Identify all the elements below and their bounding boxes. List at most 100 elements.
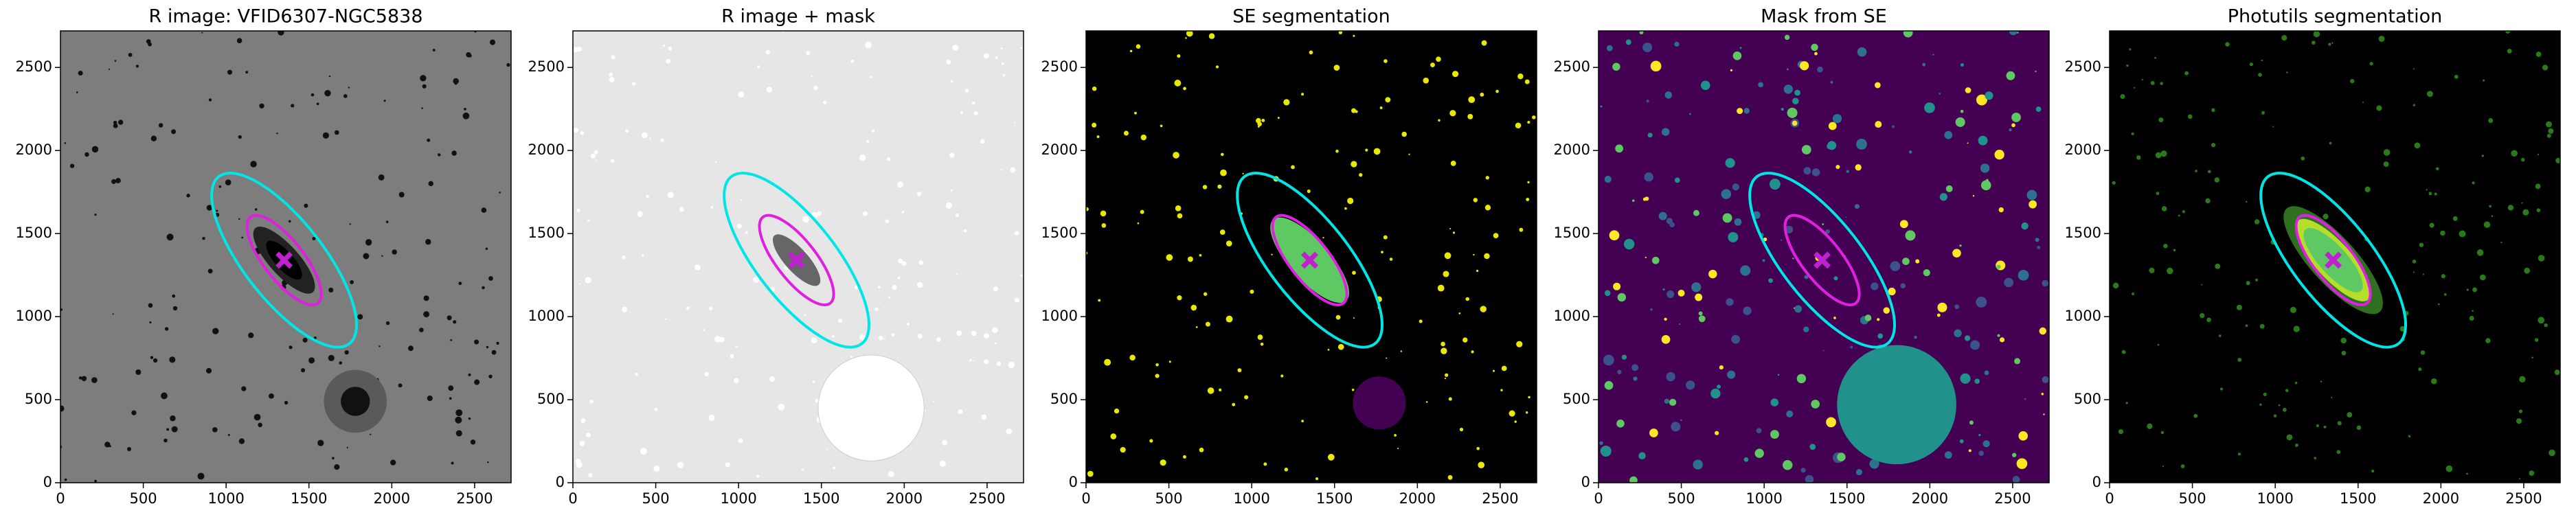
source <box>344 350 349 355</box>
source <box>1425 401 1428 403</box>
source <box>208 98 212 102</box>
source <box>2364 186 2371 192</box>
source <box>1857 47 1867 57</box>
source <box>1183 87 1186 91</box>
source <box>963 229 967 233</box>
source <box>654 407 658 411</box>
source <box>2531 356 2533 359</box>
source <box>2121 350 2126 354</box>
source <box>1732 183 1740 191</box>
source <box>635 373 638 376</box>
x-tick-label: 0 <box>56 490 65 507</box>
source <box>2420 350 2426 355</box>
source <box>2294 443 2298 447</box>
source <box>1763 237 1767 242</box>
source <box>1092 122 1097 128</box>
source <box>1915 259 1920 264</box>
source <box>1309 50 1313 55</box>
source <box>2026 190 2037 201</box>
source <box>1480 92 1484 97</box>
source <box>640 448 647 455</box>
source <box>850 356 853 358</box>
source <box>738 91 745 98</box>
source <box>622 306 628 312</box>
y-tick-label: 2000 <box>16 141 52 158</box>
source <box>1244 395 1249 400</box>
source <box>1890 261 1901 271</box>
source <box>897 276 901 279</box>
x-tick-label: 2500 <box>1994 490 2031 507</box>
source <box>1734 218 1742 226</box>
source <box>1160 124 1163 128</box>
source <box>2035 106 2042 112</box>
source <box>169 356 176 363</box>
source <box>2521 202 2523 204</box>
source <box>1014 122 1016 124</box>
source <box>769 376 775 382</box>
source <box>2112 282 2119 289</box>
source <box>632 82 636 86</box>
source <box>2536 208 2541 212</box>
source <box>1888 287 1896 296</box>
source <box>150 135 157 141</box>
source <box>2323 425 2327 428</box>
source <box>421 107 423 109</box>
source <box>1408 153 1410 155</box>
source <box>888 471 894 477</box>
source <box>1338 31 1343 34</box>
inner-ellipse <box>1271 214 1348 307</box>
source <box>2009 31 2018 36</box>
source <box>149 321 152 324</box>
source <box>1263 462 1267 466</box>
source <box>1140 134 1147 141</box>
source <box>2371 469 2375 473</box>
source <box>2408 435 2411 438</box>
outer-ellipse <box>1236 172 1383 349</box>
source <box>859 154 866 161</box>
source <box>2537 153 2540 156</box>
source <box>78 376 82 380</box>
source <box>2285 389 2289 392</box>
source <box>1642 42 1653 53</box>
source <box>466 52 471 58</box>
source <box>887 157 891 161</box>
source <box>2278 404 2281 407</box>
source <box>328 75 331 78</box>
source <box>1825 229 1830 234</box>
source <box>1114 408 1120 414</box>
source <box>2263 392 2267 396</box>
source <box>349 223 351 225</box>
source <box>148 303 153 308</box>
source <box>2035 70 2037 73</box>
source <box>1787 107 1798 118</box>
source <box>2129 48 2132 51</box>
source <box>1134 111 1137 115</box>
source <box>1383 59 1388 63</box>
source <box>1794 305 1803 313</box>
source <box>454 82 457 85</box>
segment-star <box>1837 345 1956 465</box>
source <box>1473 198 1478 203</box>
source <box>918 260 924 265</box>
source <box>1680 419 1682 422</box>
source <box>2434 192 2437 196</box>
source <box>1484 205 1491 211</box>
source <box>1480 306 1487 312</box>
source <box>1967 142 1969 144</box>
source <box>1650 60 1662 72</box>
source <box>1616 419 1625 428</box>
source <box>813 85 818 91</box>
source <box>2037 245 2041 249</box>
source <box>259 103 264 108</box>
source <box>1850 345 1853 349</box>
source <box>2290 306 2296 313</box>
source <box>1954 304 1960 310</box>
panel: SE segmentation 0 500 1000 1500 2000 2500 0 500 1… <box>1041 6 1537 507</box>
source <box>1874 82 1881 89</box>
x-tick-label: 2500 <box>456 490 493 507</box>
source <box>1965 87 1971 93</box>
source <box>166 428 170 431</box>
source <box>1985 179 1989 182</box>
source <box>950 80 953 83</box>
source <box>859 334 866 341</box>
